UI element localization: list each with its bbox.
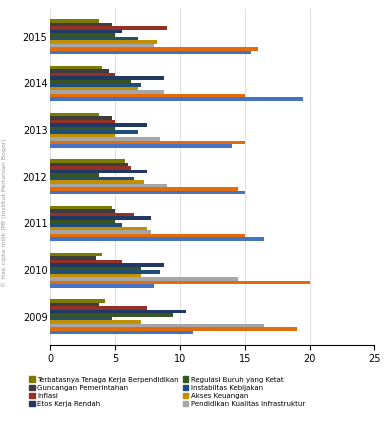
Bar bbox=[50, 170, 147, 173]
Bar bbox=[50, 130, 138, 133]
Bar bbox=[50, 73, 115, 76]
Bar bbox=[50, 37, 138, 40]
Bar bbox=[50, 210, 115, 213]
Bar bbox=[50, 120, 115, 123]
Bar bbox=[50, 253, 102, 256]
Bar bbox=[50, 141, 245, 144]
Bar bbox=[50, 184, 167, 187]
Bar bbox=[50, 220, 115, 224]
Bar bbox=[50, 116, 112, 120]
Bar bbox=[50, 163, 128, 166]
Bar bbox=[50, 224, 122, 227]
Bar bbox=[50, 303, 100, 306]
Bar bbox=[50, 274, 141, 277]
Bar bbox=[50, 94, 245, 98]
Bar bbox=[50, 299, 105, 303]
Bar bbox=[50, 23, 112, 27]
Bar bbox=[50, 123, 147, 127]
Bar bbox=[50, 69, 108, 73]
Bar bbox=[50, 281, 310, 284]
Bar bbox=[50, 234, 245, 237]
Bar bbox=[50, 230, 151, 234]
Bar bbox=[50, 84, 141, 87]
Bar bbox=[50, 87, 138, 91]
Bar bbox=[50, 40, 157, 44]
Legend: Terbatasnya Tenaga Kerja Berpendidikan, Guncangan Pemerintahan, Inflasi, Etos Ke: Terbatasnya Tenaga Kerja Berpendidikan, … bbox=[28, 375, 306, 408]
Bar bbox=[50, 217, 151, 220]
Bar bbox=[50, 237, 264, 241]
Bar bbox=[50, 313, 173, 317]
Bar bbox=[50, 113, 100, 116]
Bar bbox=[50, 91, 164, 94]
Bar bbox=[50, 270, 161, 274]
Bar bbox=[50, 284, 154, 288]
Bar bbox=[50, 331, 193, 334]
Bar bbox=[50, 76, 164, 80]
Bar bbox=[50, 259, 122, 263]
Bar bbox=[50, 177, 134, 180]
Bar bbox=[50, 227, 147, 230]
Bar bbox=[50, 144, 232, 148]
Bar bbox=[50, 213, 134, 217]
Bar bbox=[50, 27, 167, 30]
Bar bbox=[50, 44, 154, 47]
Bar bbox=[50, 310, 186, 313]
Bar bbox=[50, 317, 112, 320]
Bar bbox=[50, 159, 125, 163]
Text: © Hak cipta milik IPB (Institut Pertanian Bogor): © Hak cipta milik IPB (Institut Pertania… bbox=[1, 138, 7, 286]
Bar bbox=[50, 66, 102, 69]
Bar bbox=[50, 30, 122, 33]
Bar bbox=[50, 263, 164, 267]
Bar bbox=[50, 267, 141, 270]
Bar bbox=[50, 180, 144, 184]
Bar bbox=[50, 256, 96, 259]
Bar bbox=[50, 137, 161, 141]
Bar bbox=[50, 324, 264, 327]
Bar bbox=[50, 320, 141, 324]
Bar bbox=[50, 187, 238, 191]
Bar bbox=[50, 127, 115, 130]
Bar bbox=[50, 191, 245, 194]
Bar bbox=[50, 19, 100, 23]
Bar bbox=[50, 98, 303, 101]
Bar bbox=[50, 51, 251, 54]
Bar bbox=[50, 33, 115, 37]
Bar bbox=[50, 206, 112, 210]
Bar bbox=[50, 80, 130, 84]
Bar bbox=[50, 47, 258, 51]
Bar bbox=[50, 133, 115, 137]
Bar bbox=[50, 306, 147, 310]
Bar bbox=[50, 173, 100, 177]
Bar bbox=[50, 277, 238, 281]
Bar bbox=[50, 166, 130, 170]
Bar bbox=[50, 327, 296, 331]
